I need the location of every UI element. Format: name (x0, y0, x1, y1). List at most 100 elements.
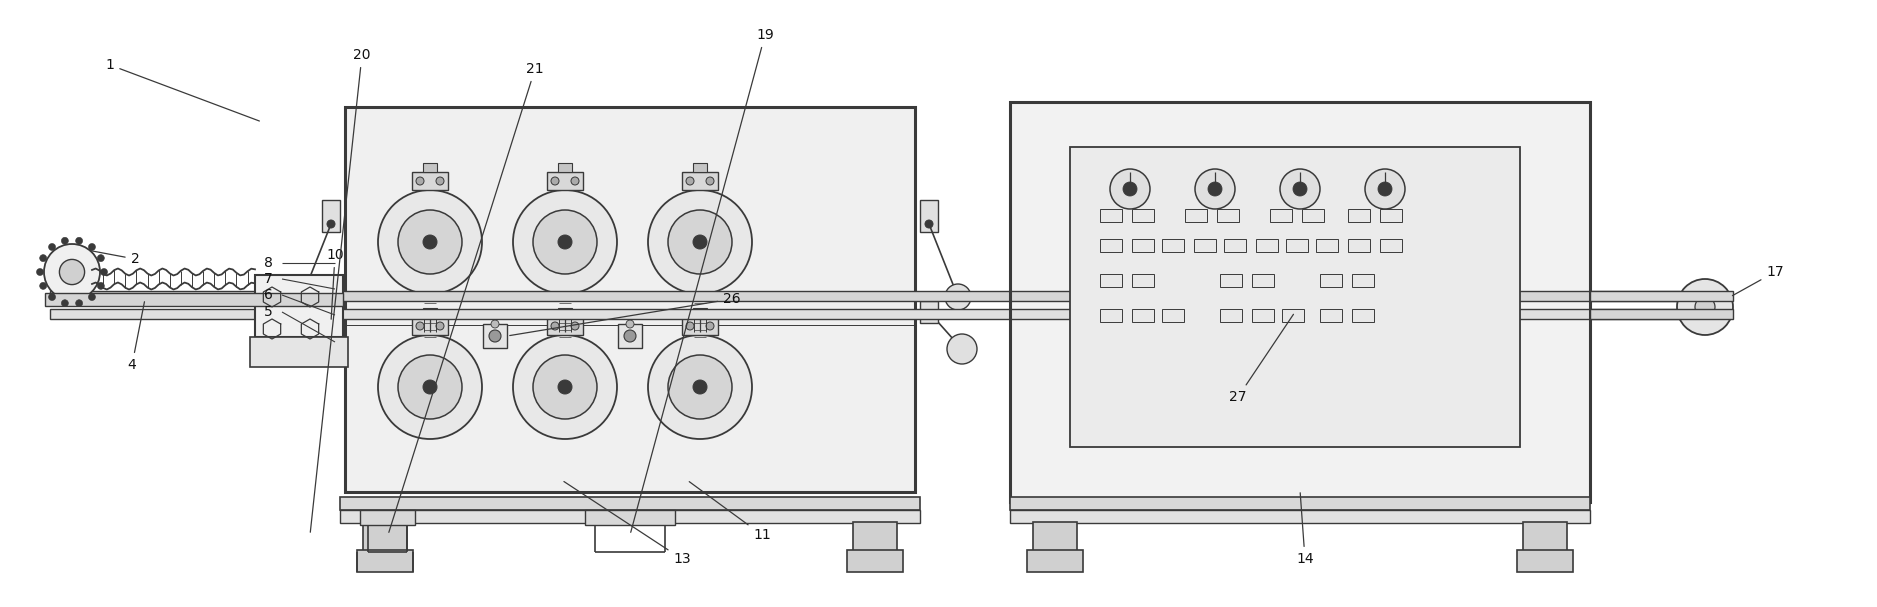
Circle shape (1676, 279, 1732, 335)
Bar (1010, 510, 1590, 523)
Bar (1282, 309, 1305, 322)
Circle shape (925, 220, 933, 228)
Bar (1348, 209, 1370, 222)
Circle shape (1122, 182, 1137, 196)
Text: 13: 13 (563, 481, 691, 566)
Circle shape (75, 237, 83, 244)
Circle shape (283, 334, 313, 364)
Circle shape (552, 177, 559, 185)
Bar (1303, 209, 1323, 222)
Circle shape (98, 282, 105, 290)
Bar (1032, 522, 1077, 552)
Bar (250, 337, 347, 367)
Circle shape (1695, 297, 1716, 317)
Circle shape (648, 190, 753, 294)
Bar (340, 510, 920, 523)
Bar (693, 308, 708, 317)
Bar (323, 200, 340, 232)
Bar (586, 510, 676, 525)
Bar (1100, 239, 1122, 252)
Bar (411, 172, 449, 190)
Bar (345, 107, 914, 492)
Circle shape (706, 322, 713, 330)
Bar (1590, 309, 1732, 319)
Bar (1027, 550, 1083, 572)
Bar (1320, 309, 1342, 322)
Circle shape (62, 237, 68, 244)
Circle shape (377, 335, 482, 439)
Bar (422, 308, 437, 317)
Circle shape (693, 380, 708, 394)
Bar (1132, 209, 1154, 222)
Text: 17: 17 (1732, 265, 1783, 296)
Bar (1351, 274, 1374, 287)
Bar (1252, 274, 1274, 287)
Circle shape (49, 294, 56, 300)
Circle shape (1293, 182, 1306, 196)
Bar (852, 522, 897, 552)
Circle shape (533, 355, 597, 419)
Bar (1132, 309, 1154, 322)
Circle shape (417, 177, 424, 185)
Circle shape (101, 268, 107, 276)
Text: 2: 2 (90, 251, 139, 266)
Bar (1070, 147, 1520, 447)
Bar (1216, 209, 1239, 222)
Bar (422, 163, 437, 172)
Circle shape (289, 284, 315, 310)
Text: 21: 21 (389, 62, 544, 532)
Bar (1380, 209, 1402, 222)
Bar (1100, 209, 1122, 222)
Text: 8: 8 (263, 256, 272, 270)
Circle shape (668, 210, 732, 274)
Bar (1132, 274, 1154, 287)
Bar (1320, 274, 1342, 287)
Circle shape (668, 355, 732, 419)
Bar (1010, 102, 1590, 502)
Bar (1162, 309, 1184, 322)
Bar (323, 301, 340, 323)
Text: 4: 4 (128, 302, 145, 372)
Text: 6: 6 (263, 288, 272, 302)
Circle shape (948, 334, 978, 364)
Bar (51, 309, 1680, 319)
Bar (1100, 309, 1122, 322)
Circle shape (627, 320, 634, 328)
Circle shape (557, 380, 572, 394)
Bar (51, 291, 1680, 301)
Bar (340, 497, 920, 510)
Bar (1351, 309, 1374, 322)
Circle shape (1378, 182, 1393, 196)
Bar (557, 308, 572, 317)
Circle shape (1365, 169, 1406, 209)
Circle shape (693, 235, 708, 249)
Bar (1590, 291, 1732, 301)
Circle shape (685, 322, 694, 330)
Circle shape (75, 300, 83, 307)
Bar (681, 317, 719, 335)
Bar (1286, 239, 1308, 252)
Bar (1184, 209, 1207, 222)
Bar (1162, 239, 1184, 252)
Bar (1194, 239, 1216, 252)
Text: 27: 27 (1229, 314, 1293, 404)
Bar (1316, 239, 1338, 252)
Circle shape (557, 235, 572, 249)
Circle shape (1209, 182, 1222, 196)
Circle shape (36, 268, 43, 276)
Bar (546, 172, 584, 190)
Bar (1348, 239, 1370, 252)
Circle shape (88, 243, 96, 251)
Circle shape (552, 322, 559, 330)
Text: 20: 20 (310, 48, 372, 532)
Bar (618, 324, 642, 348)
Text: 10: 10 (327, 248, 343, 319)
Circle shape (39, 282, 47, 290)
Text: 5: 5 (263, 305, 272, 319)
Bar (360, 510, 415, 525)
Circle shape (398, 210, 462, 274)
Circle shape (944, 284, 970, 310)
Bar (345, 107, 914, 492)
Circle shape (533, 210, 597, 274)
Circle shape (490, 330, 501, 342)
